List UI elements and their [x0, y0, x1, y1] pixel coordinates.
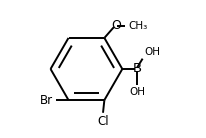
Text: B: B [132, 63, 142, 75]
Text: CH₃: CH₃ [129, 21, 148, 31]
Text: OH: OH [145, 47, 161, 57]
Text: Br: Br [40, 94, 53, 107]
Text: Cl: Cl [97, 115, 109, 128]
Text: OH: OH [129, 87, 145, 97]
Text: O: O [111, 19, 121, 32]
